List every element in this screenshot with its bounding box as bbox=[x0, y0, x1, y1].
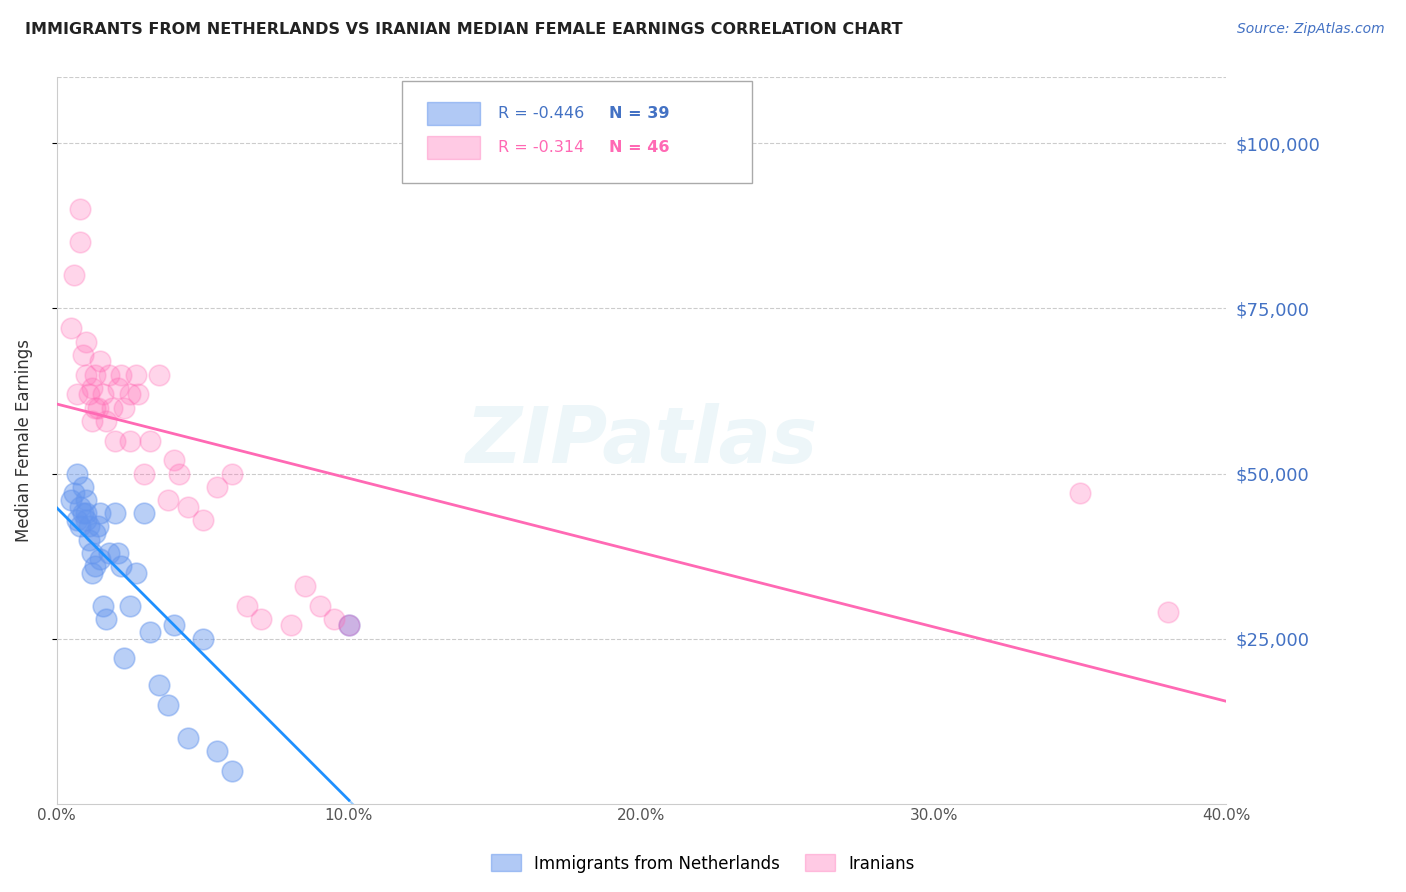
Legend: Immigrants from Netherlands, Iranians: Immigrants from Netherlands, Iranians bbox=[485, 847, 921, 880]
Point bbox=[75, 492, 97, 507]
Point bbox=[72, 480, 94, 494]
Point bbox=[148, 368, 170, 382]
Point bbox=[127, 387, 149, 401]
Point bbox=[156, 698, 179, 712]
Point bbox=[86, 401, 108, 415]
Point bbox=[66, 387, 89, 401]
Point bbox=[69, 235, 91, 250]
Y-axis label: Median Female Earnings: Median Female Earnings bbox=[15, 339, 32, 542]
Point bbox=[124, 566, 146, 580]
Point bbox=[221, 764, 243, 778]
Point bbox=[323, 612, 346, 626]
Point bbox=[139, 624, 162, 639]
Point bbox=[72, 506, 94, 520]
Point bbox=[280, 618, 302, 632]
Point bbox=[77, 533, 100, 547]
Point bbox=[156, 492, 179, 507]
Text: R = -0.446: R = -0.446 bbox=[498, 106, 583, 121]
Point bbox=[89, 552, 111, 566]
Point bbox=[80, 381, 103, 395]
Point bbox=[134, 506, 156, 520]
Point bbox=[89, 354, 111, 368]
Point bbox=[110, 558, 132, 573]
Point bbox=[118, 387, 141, 401]
Point bbox=[104, 434, 127, 448]
Point bbox=[124, 368, 146, 382]
Point bbox=[89, 506, 111, 520]
Point bbox=[96, 612, 118, 626]
Point bbox=[337, 618, 360, 632]
Point bbox=[83, 558, 105, 573]
Point bbox=[86, 519, 108, 533]
Point bbox=[169, 467, 191, 481]
Point bbox=[83, 401, 105, 415]
Point bbox=[104, 506, 127, 520]
Point bbox=[235, 599, 257, 613]
Point bbox=[96, 414, 118, 428]
Point bbox=[162, 453, 184, 467]
Text: R = -0.314: R = -0.314 bbox=[498, 140, 583, 155]
Point bbox=[162, 618, 184, 632]
Point bbox=[107, 381, 129, 395]
Point bbox=[98, 368, 121, 382]
Point bbox=[75, 513, 97, 527]
Point bbox=[207, 480, 229, 494]
Point bbox=[66, 467, 89, 481]
Point bbox=[294, 579, 316, 593]
Text: ZIPatlas: ZIPatlas bbox=[465, 402, 817, 478]
Point bbox=[1069, 486, 1091, 500]
Point bbox=[1156, 605, 1178, 619]
Point bbox=[98, 546, 121, 560]
Point bbox=[66, 513, 89, 527]
FancyBboxPatch shape bbox=[402, 81, 752, 183]
Point bbox=[177, 731, 200, 745]
Text: Source: ZipAtlas.com: Source: ZipAtlas.com bbox=[1237, 22, 1385, 37]
Point bbox=[134, 467, 156, 481]
Text: N = 39: N = 39 bbox=[609, 106, 669, 121]
Point bbox=[93, 387, 115, 401]
Point bbox=[191, 632, 214, 646]
Point bbox=[139, 434, 162, 448]
Point bbox=[308, 599, 330, 613]
Point bbox=[221, 467, 243, 481]
FancyBboxPatch shape bbox=[427, 102, 479, 126]
Point bbox=[93, 599, 115, 613]
Point bbox=[148, 678, 170, 692]
Point bbox=[63, 268, 86, 283]
Point bbox=[118, 599, 141, 613]
Point bbox=[75, 368, 97, 382]
Point bbox=[101, 401, 124, 415]
Point bbox=[80, 414, 103, 428]
Text: IMMIGRANTS FROM NETHERLANDS VS IRANIAN MEDIAN FEMALE EARNINGS CORRELATION CHART: IMMIGRANTS FROM NETHERLANDS VS IRANIAN M… bbox=[25, 22, 903, 37]
Point bbox=[60, 321, 83, 335]
Point bbox=[72, 348, 94, 362]
Point bbox=[69, 202, 91, 217]
Point bbox=[77, 519, 100, 533]
Point bbox=[112, 651, 135, 665]
FancyBboxPatch shape bbox=[427, 136, 479, 160]
Point bbox=[69, 519, 91, 533]
Point bbox=[107, 546, 129, 560]
Point bbox=[75, 334, 97, 349]
Point bbox=[60, 492, 83, 507]
Point bbox=[75, 506, 97, 520]
Point bbox=[191, 513, 214, 527]
Point bbox=[63, 486, 86, 500]
Point bbox=[69, 500, 91, 514]
Point bbox=[118, 434, 141, 448]
Point bbox=[250, 612, 273, 626]
Point bbox=[83, 368, 105, 382]
Point bbox=[337, 618, 360, 632]
Point bbox=[207, 744, 229, 758]
Point bbox=[80, 566, 103, 580]
Text: N = 46: N = 46 bbox=[609, 140, 669, 155]
Point bbox=[177, 500, 200, 514]
Point bbox=[83, 525, 105, 540]
Point bbox=[80, 546, 103, 560]
Point bbox=[112, 401, 135, 415]
Point bbox=[110, 368, 132, 382]
Point bbox=[77, 387, 100, 401]
